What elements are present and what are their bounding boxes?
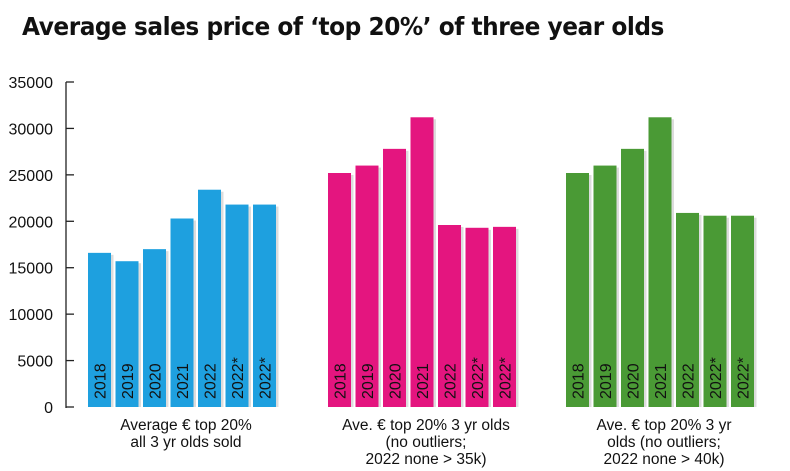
bar-category-label: 2021 xyxy=(415,363,432,399)
bar-category-label: 2021 xyxy=(653,363,670,399)
bar-category-label: 2022* xyxy=(736,357,753,399)
bar xyxy=(115,261,139,407)
bar xyxy=(253,204,276,407)
bar-category-label: 2022* xyxy=(230,357,247,399)
bar-category-label: 2018 xyxy=(333,363,350,399)
bar-shadow xyxy=(378,167,381,407)
group-label: Ave. € top 20% 3 yr xyxy=(597,417,732,434)
bar-category-label: 2020 xyxy=(148,363,165,399)
group-label: olds (no outliers; xyxy=(607,434,721,451)
bar-category-label: 2020 xyxy=(626,363,643,399)
bar-shadow xyxy=(726,217,729,407)
bar-shadow xyxy=(616,167,619,407)
y-tick-label: 15000 xyxy=(9,261,54,278)
bar xyxy=(676,212,699,407)
bar xyxy=(355,165,379,407)
bar-shadow xyxy=(671,119,674,408)
bar xyxy=(198,189,221,407)
bar-category-label: 2022* xyxy=(258,357,275,399)
bar-shadow xyxy=(276,206,279,407)
bar xyxy=(621,148,644,407)
y-tick-label: 10000 xyxy=(9,307,54,324)
bar xyxy=(648,117,672,408)
bar xyxy=(410,117,434,408)
y-tick-label: 25000 xyxy=(9,168,54,185)
bar xyxy=(438,225,461,407)
bar xyxy=(88,252,111,407)
bar-shadow xyxy=(248,206,251,407)
bar-category-label: 2022 xyxy=(443,363,460,399)
group-label: (no outliers; xyxy=(386,434,467,451)
bar xyxy=(170,218,194,407)
bar xyxy=(731,215,754,407)
bar xyxy=(328,173,351,407)
bar-category-label: 2019 xyxy=(598,363,615,399)
group-label: all 3 yr olds sold xyxy=(130,434,241,451)
bar-shadow xyxy=(166,251,169,407)
bar-category-label: 2022* xyxy=(498,357,515,399)
bar xyxy=(143,249,166,407)
y-tick-label: 30000 xyxy=(9,121,54,138)
y-tick-label: 35000 xyxy=(9,75,54,92)
bar-category-label: 2018 xyxy=(93,363,110,399)
bar-category-label: 2019 xyxy=(360,363,377,399)
group-label: Ave. € top 20% 3 yr olds xyxy=(342,417,510,434)
y-tick-label: 5000 xyxy=(17,354,53,371)
bar xyxy=(566,173,589,407)
bar xyxy=(493,226,516,407)
bar-shadow xyxy=(111,254,114,407)
y-tick-label: 0 xyxy=(44,400,53,417)
bar-category-label: 2022 xyxy=(203,363,220,399)
bar-shadow xyxy=(406,150,409,407)
group-label: 2022 none > 35k) xyxy=(365,451,486,468)
bar-shadow xyxy=(221,191,224,407)
bar-category-label: 2020 xyxy=(388,363,405,399)
bar-category-label: 2022 xyxy=(681,363,698,399)
bar xyxy=(225,204,249,407)
bar xyxy=(383,148,406,407)
chart-title: Average sales price of ‘top 20%’ of thre… xyxy=(22,12,664,41)
bar-shadow xyxy=(589,175,592,407)
bar-shadow xyxy=(488,229,491,407)
y-tick-label: 20000 xyxy=(9,214,54,231)
bar xyxy=(593,165,617,407)
bar-shadow xyxy=(699,214,702,407)
bar-category-label: 2022* xyxy=(470,357,487,399)
bar-category-label: 2019 xyxy=(120,363,137,399)
bar-category-label: 2021 xyxy=(175,363,192,399)
bar-shadow xyxy=(754,217,757,407)
group-label: Average € top 20% xyxy=(120,417,252,434)
bar-shadow xyxy=(516,228,519,407)
bar xyxy=(703,215,727,407)
bar-shadow xyxy=(644,150,647,407)
bar-shadow xyxy=(433,119,436,408)
bar-shadow xyxy=(138,263,141,407)
bar xyxy=(465,227,489,407)
bar-category-label: 2018 xyxy=(571,363,588,399)
bar-shadow xyxy=(193,220,196,407)
bar-shadow xyxy=(461,227,464,407)
bar-shadow xyxy=(351,175,354,407)
bar-category-label: 2022* xyxy=(708,357,725,399)
group-label: 2022 none > 40k) xyxy=(603,451,724,468)
